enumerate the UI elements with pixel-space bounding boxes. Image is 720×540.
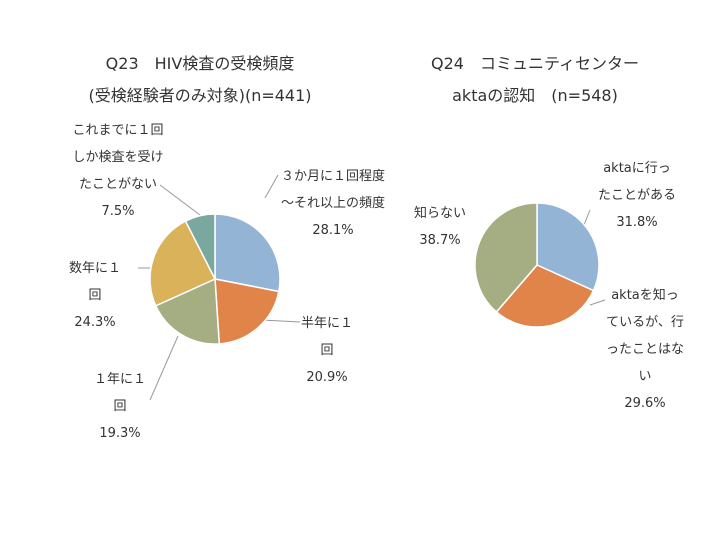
category-label: １年に１回 bbox=[93, 372, 146, 414]
pie-slice bbox=[154, 277, 221, 345]
value-label: 7.5% bbox=[101, 204, 135, 219]
category-label: aktaを知っているが、行ったことはない bbox=[606, 288, 685, 384]
pie-slice bbox=[474, 202, 538, 313]
pie-slice bbox=[214, 213, 281, 293]
leader-line bbox=[264, 174, 279, 199]
value-label: 31.8% bbox=[616, 215, 658, 230]
category-label: ３か月に１回程度～それ以上の頻度 bbox=[281, 169, 386, 211]
category-label: aktaに行ったことがある bbox=[598, 161, 677, 203]
pie-slice bbox=[536, 202, 600, 292]
data-label: aktaを知っているが、行ったことはない 29.6% bbox=[606, 282, 684, 417]
pie-slice bbox=[184, 213, 216, 280]
data-label: これまでに１回しか検査を受けたことがない 7.5% bbox=[72, 117, 164, 225]
value-label: 24.3% bbox=[74, 315, 116, 330]
leader-line bbox=[149, 335, 179, 401]
data-label: 半年に１回 20.9% bbox=[297, 310, 357, 391]
leader-line bbox=[261, 319, 301, 323]
value-label: 20.9% bbox=[306, 370, 348, 385]
value-label: 38.7% bbox=[419, 233, 461, 248]
value-label: 28.1% bbox=[312, 223, 354, 238]
category-label: 数年に１回 bbox=[68, 261, 121, 303]
pie-slice bbox=[149, 220, 217, 307]
leader-line bbox=[589, 299, 606, 306]
chart-subtitle: aktaの認知 (n=548) bbox=[452, 86, 618, 105]
category-label: 半年に１回 bbox=[300, 316, 353, 358]
data-label: ３か月に１回程度～それ以上の頻度 28.1% bbox=[281, 163, 385, 244]
value-label: 19.3% bbox=[99, 426, 141, 441]
category-label: これまでに１回しか検査を受けたことがない bbox=[72, 123, 164, 192]
leader-line bbox=[159, 184, 201, 216]
data-label: 知らない 38.7% bbox=[409, 200, 471, 254]
category-label: 知らない bbox=[413, 206, 466, 221]
data-label: aktaに行ったことがある 31.8% bbox=[598, 155, 676, 236]
chart-title: Q23 HIV検査の受検頻度 bbox=[105, 54, 295, 73]
pie-slice bbox=[214, 278, 280, 345]
data-label: １年に１回 19.3% bbox=[90, 366, 150, 447]
chart-subtitle: (受検経験者のみ対象)(n=441) bbox=[88, 86, 312, 105]
chart-title: Q24 コミュニティセンター bbox=[431, 54, 639, 73]
pie-slice bbox=[495, 264, 595, 328]
value-label: 29.6% bbox=[624, 396, 666, 411]
data-label: 数年に１回 24.3% bbox=[65, 255, 125, 336]
